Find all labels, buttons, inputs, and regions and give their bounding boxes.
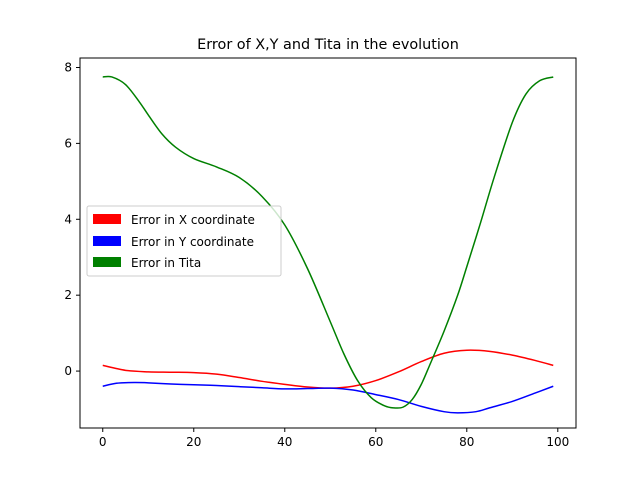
- legend: Error in X coordinate Error in Y coordin…: [86, 205, 282, 277]
- x-tick-label: 100: [546, 435, 569, 449]
- y-tick-label: 0: [64, 364, 72, 378]
- series-line-tita-error: [102, 75, 554, 409]
- y-tick-label: 4: [64, 212, 72, 226]
- plot-frame: [79, 57, 577, 429]
- series-line-y-error: [102, 381, 554, 414]
- legend-swatch-x: [93, 214, 121, 224]
- y-tick-label: 8: [64, 60, 72, 74]
- legend-frame: [86, 205, 282, 277]
- y-tick-label: 2: [64, 288, 72, 302]
- legend-label-x: Error in X coordinate: [131, 213, 255, 227]
- series-layer: [102, 75, 554, 414]
- legend-label-tita: Error in Tita: [131, 256, 201, 270]
- x-tick-label: 80: [459, 435, 474, 449]
- x-tick-label: 0: [99, 435, 107, 449]
- axis-layer: 0 20 40 60 80 100 0 2 4 6 8: [64, 60, 569, 449]
- legend-swatch-y: [93, 236, 121, 246]
- legend-label-y: Error in Y coordinate: [131, 235, 254, 249]
- chart-title: Error of X,Y and Tita in the evolution: [197, 37, 459, 53]
- x-tick-label: 40: [277, 435, 292, 449]
- y-tick-label: 6: [64, 136, 72, 150]
- x-tick-label: 20: [186, 435, 201, 449]
- x-tick-label: 60: [368, 435, 383, 449]
- legend-swatch-tita: [93, 257, 121, 267]
